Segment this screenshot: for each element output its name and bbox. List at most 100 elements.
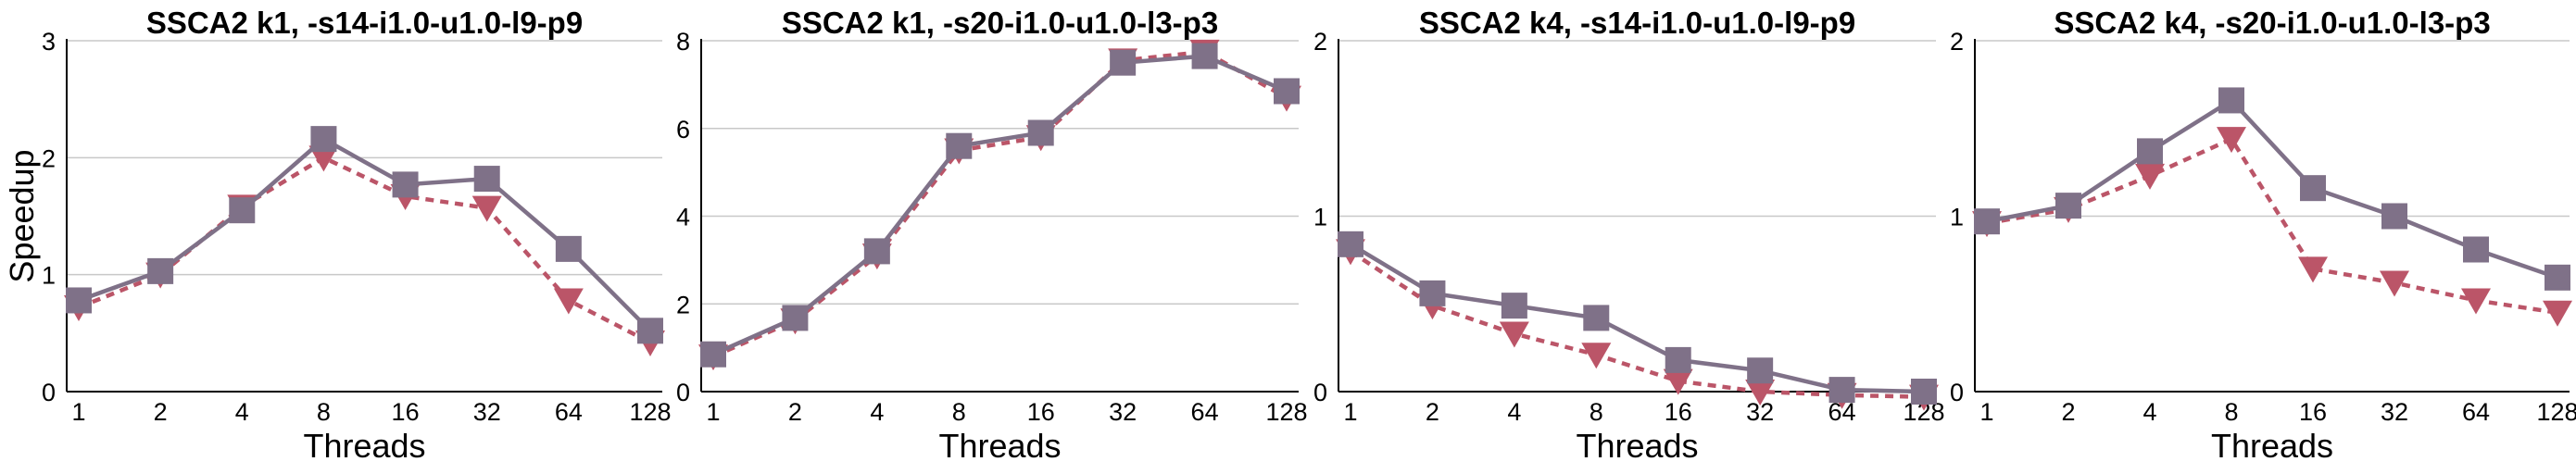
square-marker bbox=[1419, 280, 1446, 306]
x-tick-label: 2 bbox=[1426, 398, 1439, 426]
x-tick-label: 32 bbox=[473, 398, 501, 426]
x-tick-label: 128 bbox=[1265, 398, 1307, 426]
square-marker bbox=[392, 171, 419, 198]
chart-title: SSCA2 k4, -s20-i1.0-u1.0-l3-p3 bbox=[2054, 6, 2490, 40]
y-tick-label: 0 bbox=[1950, 379, 1964, 406]
x-tick-label: 2 bbox=[2061, 398, 2075, 426]
solid-series-line bbox=[1986, 97, 2558, 280]
x-tick-label: 1 bbox=[1979, 398, 1993, 426]
square-marker bbox=[229, 197, 256, 224]
triangle-marker bbox=[2543, 300, 2572, 327]
x-tick-label: 64 bbox=[2462, 398, 2490, 426]
triangle-marker bbox=[1663, 368, 1693, 395]
square-marker bbox=[782, 305, 809, 331]
x-axis-label: Threads bbox=[2211, 427, 2333, 465]
triangle-marker bbox=[553, 288, 584, 315]
x-axis-label: Threads bbox=[938, 427, 1061, 465]
dashed-series-line bbox=[1986, 136, 2558, 315]
solid-series-line bbox=[1349, 242, 1925, 394]
triangle-marker bbox=[2461, 288, 2491, 315]
x-tick-label: 64 bbox=[1191, 398, 1219, 426]
dashed-series-line bbox=[1349, 249, 1925, 399]
chart-panel-2: 0 2 4 6 8 1 2 4 8 16 32 64 128 SSCA2 k1, -s20-i1.0-u1… bbox=[676, 6, 1308, 465]
square-marker bbox=[1191, 43, 1218, 69]
y-tick-label: 1 bbox=[1950, 204, 1964, 231]
x-tick-label: 1 bbox=[1343, 398, 1357, 426]
chart-title: SSCA2 k1, -s20-i1.0-u1.0-l3-p3 bbox=[782, 6, 1218, 40]
x-tick-label: 16 bbox=[2299, 398, 2327, 426]
square-marker bbox=[2381, 203, 2407, 230]
x-axis-label: Threads bbox=[303, 427, 425, 465]
triangle-marker bbox=[308, 145, 339, 172]
square-marker bbox=[2463, 236, 2489, 263]
y-tick-label: 2 bbox=[42, 144, 56, 172]
x-tick-label: 1 bbox=[706, 398, 720, 426]
triangle-marker bbox=[2380, 270, 2409, 297]
x-tick-label: 8 bbox=[317, 398, 331, 426]
y-tick-label: 8 bbox=[676, 28, 690, 56]
triangle-marker bbox=[1745, 380, 1776, 405]
square-marker bbox=[1665, 346, 1691, 373]
x-tick-label: 1 bbox=[71, 398, 85, 426]
x-tick-label: 64 bbox=[555, 398, 583, 426]
x-tick-label: 16 bbox=[392, 398, 420, 426]
square-marker bbox=[700, 341, 726, 368]
x-tick-label: 4 bbox=[235, 398, 249, 426]
x-axis-label: Threads bbox=[1576, 427, 1698, 465]
x-tick-label: 4 bbox=[2142, 398, 2156, 426]
square-marker bbox=[637, 318, 663, 344]
solid-series-line bbox=[712, 54, 1288, 356]
y-tick-label: 6 bbox=[676, 116, 690, 143]
square-marker bbox=[555, 235, 582, 262]
square-marker bbox=[2300, 175, 2326, 202]
square-marker bbox=[1027, 119, 1054, 146]
square-marker bbox=[310, 126, 337, 153]
square-marker bbox=[1110, 49, 1137, 76]
triangle-marker bbox=[2298, 256, 2328, 283]
square-marker bbox=[2545, 264, 2570, 291]
square-marker bbox=[2055, 193, 2081, 219]
square-marker bbox=[1338, 231, 1363, 257]
triangle-marker bbox=[1499, 321, 1529, 348]
solid-series-line bbox=[78, 136, 652, 332]
square-marker bbox=[1747, 357, 1774, 384]
square-marker bbox=[1274, 78, 1300, 105]
square-marker bbox=[1583, 305, 1610, 331]
y-tick-label: 4 bbox=[676, 204, 690, 231]
triangle-marker bbox=[2217, 127, 2246, 154]
x-tick-label: 128 bbox=[629, 398, 671, 426]
square-marker bbox=[2137, 138, 2163, 165]
x-tick-label: 128 bbox=[2536, 398, 2576, 426]
x-tick-label: 4 bbox=[870, 398, 884, 426]
y-tick-label: 0 bbox=[676, 379, 690, 406]
x-tick-label: 8 bbox=[1590, 398, 1603, 426]
y-tick-label: 0 bbox=[1313, 379, 1327, 406]
x-tick-label: 2 bbox=[154, 398, 168, 426]
y-tick-label: 2 bbox=[1313, 28, 1327, 56]
chart-title: SSCA2 k1, -s14-i1.0-u1.0-l9-p9 bbox=[146, 6, 583, 40]
y-tick-label: 2 bbox=[1950, 28, 1964, 56]
square-marker bbox=[147, 257, 174, 284]
square-marker bbox=[863, 238, 890, 265]
y-tick-label: 1 bbox=[1313, 204, 1327, 231]
square-marker bbox=[1911, 379, 1937, 405]
square-marker bbox=[1501, 293, 1527, 319]
triangle-marker bbox=[1581, 343, 1612, 369]
triangle-marker bbox=[2135, 163, 2165, 190]
x-tick-label: 32 bbox=[2381, 398, 2408, 426]
square-marker bbox=[2218, 87, 2244, 114]
square-marker bbox=[946, 132, 973, 159]
x-tick-label: 16 bbox=[1665, 398, 1692, 426]
y-tick-label: 1 bbox=[42, 262, 56, 290]
x-tick-label: 16 bbox=[1027, 398, 1055, 426]
chart-title: SSCA2 k4, -s14-i1.0-u1.0-l9-p9 bbox=[1419, 6, 1855, 40]
square-marker bbox=[1974, 208, 2000, 235]
y-tick-label: 3 bbox=[42, 28, 56, 56]
triangle-marker bbox=[471, 195, 502, 222]
y-tick-label: 2 bbox=[676, 291, 690, 318]
y-axis-label: Speedup bbox=[3, 149, 41, 282]
square-marker bbox=[1828, 377, 1855, 404]
